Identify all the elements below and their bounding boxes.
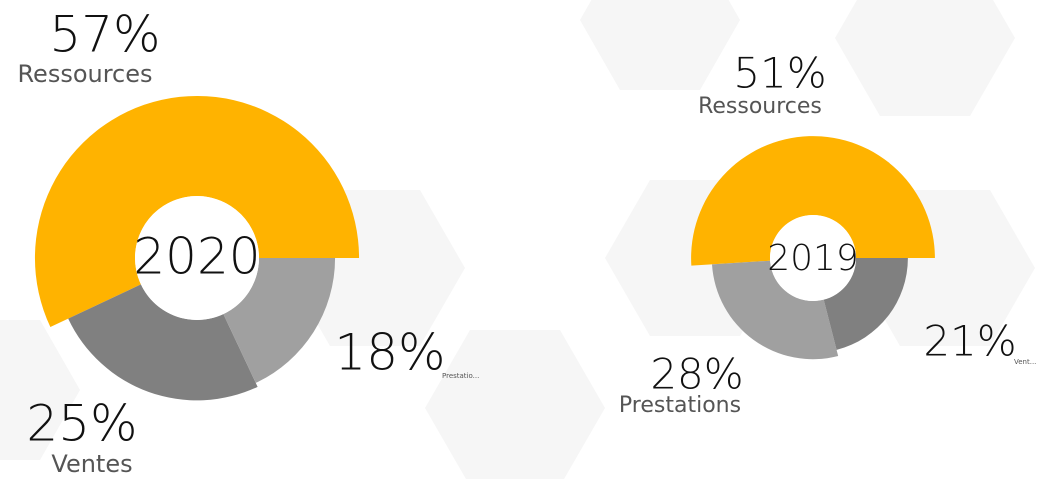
value-label: 21%: [923, 317, 1016, 366]
donut-hole: [770, 215, 856, 301]
value-label: 57%: [49, 6, 160, 64]
category-label: Ressources: [17, 60, 152, 88]
donut-segment: [223, 258, 336, 383]
value-label: 25%: [26, 395, 137, 453]
category-label: Ressources: [698, 94, 822, 119]
donut-segment: [711, 260, 839, 360]
donut-hole: [135, 196, 259, 320]
category-label: Vent...: [1014, 358, 1036, 366]
value-label: 28%: [650, 350, 743, 399]
donut-segment: [823, 258, 908, 350]
category-label: Prestatio...: [442, 372, 479, 380]
category-label: Ventes: [51, 450, 132, 478]
donut-segment: [68, 284, 258, 401]
center-label: 2020: [133, 228, 260, 286]
center-label: 2019: [767, 238, 859, 279]
donut-segment: [691, 136, 935, 266]
value-label: 51%: [733, 49, 826, 98]
donut-segment: [34, 95, 360, 327]
category-label: Prestations: [619, 393, 741, 418]
value-label: 18%: [334, 324, 445, 382]
